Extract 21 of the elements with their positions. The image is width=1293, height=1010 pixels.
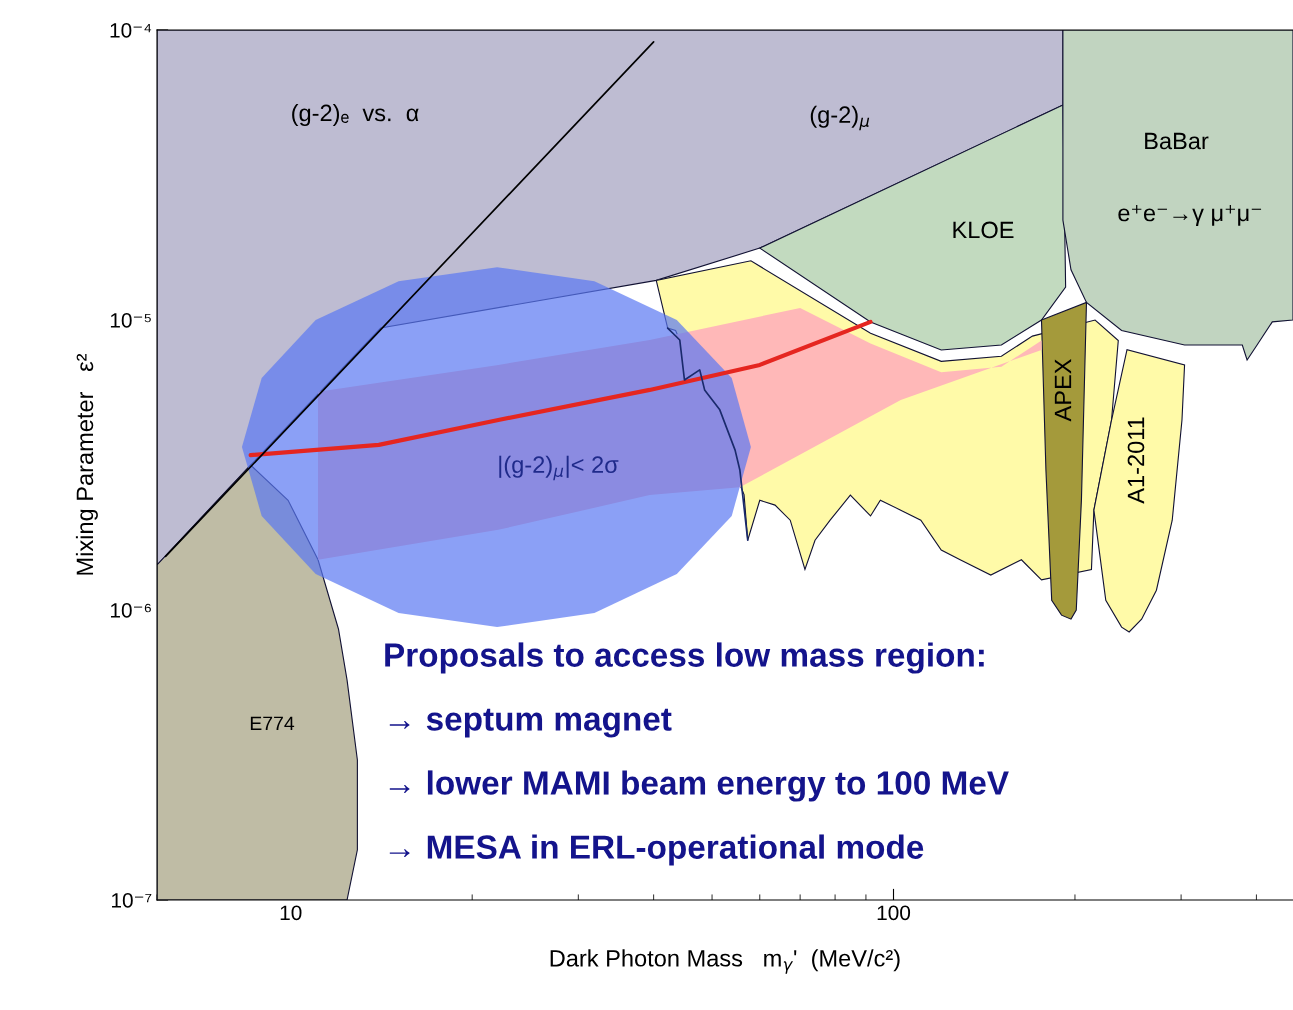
annotation: BaBar [1145,132,1209,150]
y-tick-label: 10⁻⁷ [112,893,152,908]
annotation: A1-2011 [1127,417,1145,504]
y-tick-label: 10⁻⁵ [110,313,151,328]
annotation: → lower MAMI beam energy to 100 MeV [389,770,1009,802]
annotation: → septum magnet [389,708,672,738]
y-tick-label: 10⁻⁴ [110,23,152,38]
y-axis-title: Mixing Parameter ε² [75,353,98,575]
annotation: APEX [1054,359,1072,422]
annotation: (g-2)$_{μ}$ [810,105,870,131]
x-axis-title: Dark Photon Mass m$_{γ}$' (MeV/c²) [550,949,900,974]
annotation: KLOE [953,221,1014,239]
annotation: |(g-2)$_{μ}$|< 2σ [499,455,619,481]
x-tick-label: 10 [280,905,302,921]
x-tick-label: 100 [877,905,911,921]
y-tick-label: 10⁻⁶ [110,603,151,618]
annotation: e⁺e⁻→γ μ⁺μ⁻ [1118,205,1262,226]
annotation: (g-2)ₑ vs. α [292,104,419,126]
annotation: → MESA in ERL-operational mode [389,834,924,866]
annotation: Proposals to access low mass region: [385,642,984,674]
annotation: E774 [250,716,295,731]
